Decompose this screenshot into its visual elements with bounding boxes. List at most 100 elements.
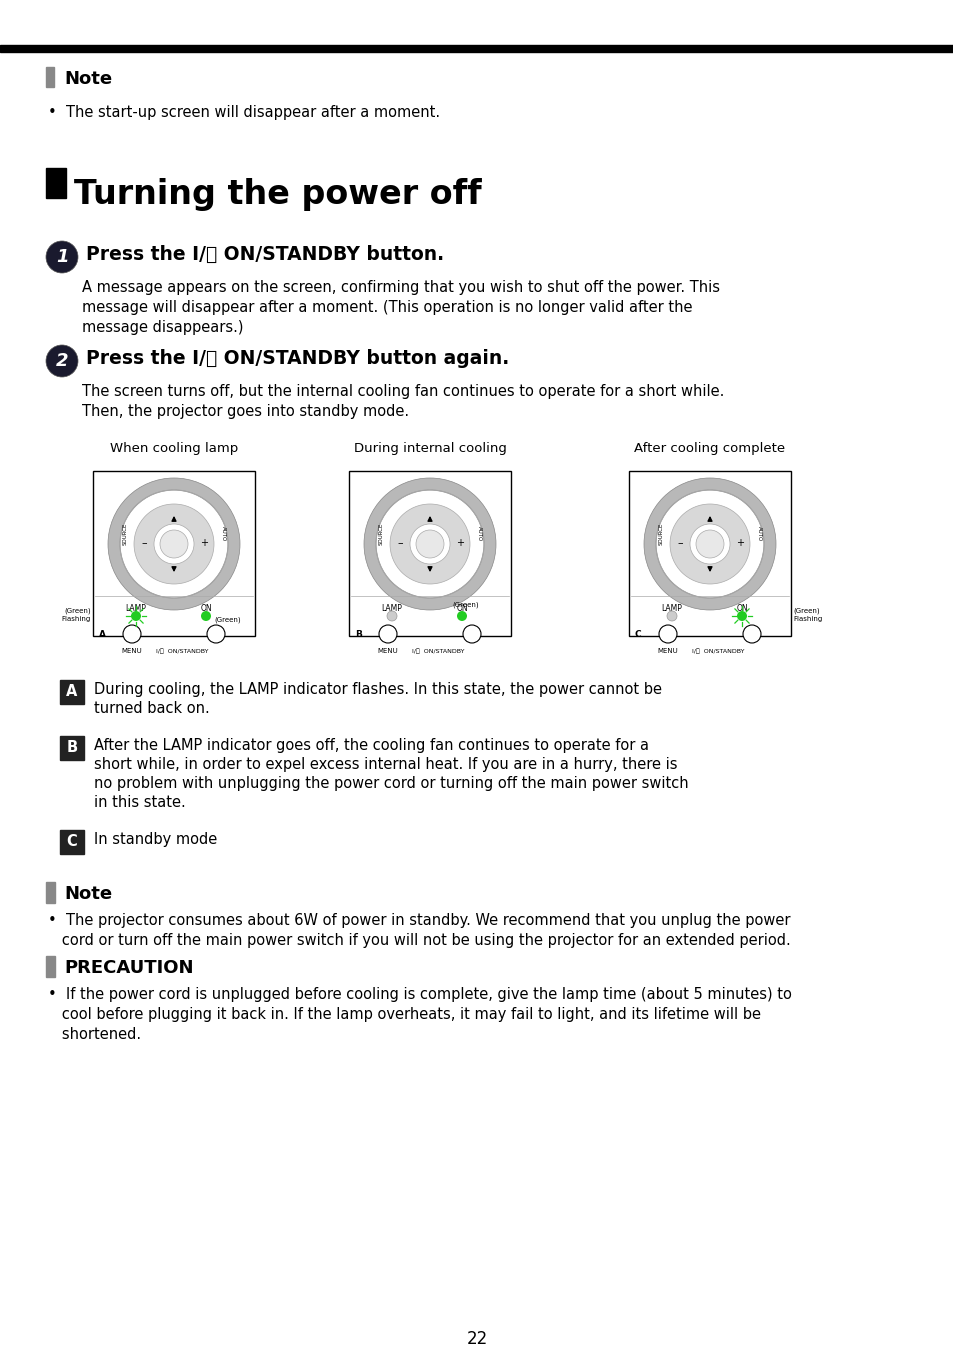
Text: I/⏻  ON/STANDBY: I/⏻ ON/STANDBY <box>412 648 464 653</box>
Bar <box>46 956 55 977</box>
Circle shape <box>656 489 763 598</box>
Circle shape <box>416 530 443 558</box>
Bar <box>92 470 254 635</box>
Circle shape <box>375 489 483 598</box>
Text: shortened.: shortened. <box>48 1028 141 1042</box>
Text: (Green): (Green) <box>213 617 240 623</box>
Circle shape <box>153 525 193 564</box>
Text: •  The projector consumes about 6W of power in standby. We recommend that you un: • The projector consumes about 6W of pow… <box>48 913 790 927</box>
Circle shape <box>742 625 760 644</box>
Text: ON: ON <box>736 604 747 612</box>
Circle shape <box>643 479 775 610</box>
Text: ON: ON <box>456 604 467 612</box>
Text: cord or turn off the main power switch if you will not be using the projector fo: cord or turn off the main power switch i… <box>48 933 790 948</box>
Bar <box>60 735 84 760</box>
Circle shape <box>207 625 225 644</box>
Text: (Green)
Flashing: (Green) Flashing <box>792 608 821 622</box>
Text: PRECAUTION: PRECAUTION <box>64 959 193 977</box>
Text: –: – <box>677 538 682 548</box>
Text: AUTO: AUTO <box>476 526 481 542</box>
Text: The screen turns off, but the internal cooling fan continues to operate for a sh: The screen turns off, but the internal c… <box>82 384 723 399</box>
Text: During internal cooling: During internal cooling <box>354 442 506 456</box>
Circle shape <box>689 525 729 564</box>
Text: Then, the projector goes into standby mode.: Then, the projector goes into standby mo… <box>82 404 409 419</box>
Circle shape <box>108 479 240 610</box>
Text: Turning the power off: Turning the power off <box>74 178 481 211</box>
Text: A: A <box>99 630 106 639</box>
Circle shape <box>456 611 467 621</box>
Text: A: A <box>67 684 77 699</box>
Circle shape <box>387 611 396 621</box>
Text: message will disappear after a moment. (This operation is no longer valid after : message will disappear after a moment. (… <box>82 300 692 315</box>
Text: After cooling complete: After cooling complete <box>634 442 784 456</box>
Text: LAMP: LAMP <box>126 604 146 612</box>
Circle shape <box>462 625 480 644</box>
Text: SOURCE: SOURCE <box>658 523 662 545</box>
Text: C: C <box>67 834 77 849</box>
Text: MENU: MENU <box>121 648 142 654</box>
Circle shape <box>131 611 141 621</box>
Circle shape <box>133 504 213 584</box>
Text: cool before plugging it back in. If the lamp overheats, it may fail to light, an: cool before plugging it back in. If the … <box>48 1007 760 1022</box>
Text: (Green): (Green) <box>452 602 478 608</box>
Circle shape <box>669 504 749 584</box>
Text: Press the I/⏻ ON/STANDBY button again.: Press the I/⏻ ON/STANDBY button again. <box>86 349 509 368</box>
Circle shape <box>390 504 470 584</box>
Text: +: + <box>735 538 743 548</box>
Circle shape <box>120 489 228 598</box>
Text: Note: Note <box>64 886 112 903</box>
Text: AUTO: AUTO <box>220 526 225 542</box>
Circle shape <box>410 525 450 564</box>
Text: •  If the power cord is unplugged before cooling is complete, give the lamp time: • If the power cord is unplugged before … <box>48 987 791 1002</box>
Text: C: C <box>635 630 641 639</box>
Bar <box>46 68 54 87</box>
Bar <box>46 168 66 197</box>
Text: +: + <box>456 538 463 548</box>
Circle shape <box>160 530 188 558</box>
Text: –: – <box>141 538 147 548</box>
Text: ON: ON <box>200 604 212 612</box>
Circle shape <box>659 625 677 644</box>
Text: –: – <box>396 538 402 548</box>
Text: 1: 1 <box>55 247 69 266</box>
Text: 2: 2 <box>55 352 69 370</box>
Text: I/⏻  ON/STANDBY: I/⏻ ON/STANDBY <box>691 648 743 653</box>
Text: When cooling lamp: When cooling lamp <box>110 442 238 456</box>
Text: 22: 22 <box>466 1330 487 1348</box>
Text: no problem with unplugging the power cord or turning off the main power switch: no problem with unplugging the power cor… <box>94 776 688 791</box>
Text: B: B <box>355 630 361 639</box>
Text: I/⏻  ON/STANDBY: I/⏻ ON/STANDBY <box>155 648 208 653</box>
Bar <box>0 45 953 51</box>
Text: B: B <box>67 741 77 756</box>
Bar <box>60 680 84 704</box>
Bar <box>46 882 55 903</box>
Text: A message appears on the screen, confirming that you wish to shut off the power.: A message appears on the screen, confirm… <box>82 280 720 295</box>
Text: MENU: MENU <box>657 648 678 654</box>
Text: SOURCE: SOURCE <box>378 523 383 545</box>
Bar <box>349 470 511 635</box>
Text: (Green)
Flashing: (Green) Flashing <box>62 608 91 622</box>
Circle shape <box>364 479 496 610</box>
Text: short while, in order to expel excess internal heat. If you are in a hurry, ther: short while, in order to expel excess in… <box>94 757 677 772</box>
Text: LAMP: LAMP <box>660 604 681 612</box>
Text: SOURCE: SOURCE <box>122 523 128 545</box>
Circle shape <box>123 625 141 644</box>
Bar <box>60 830 84 854</box>
Circle shape <box>696 530 723 558</box>
Circle shape <box>666 611 677 621</box>
Text: +: + <box>200 538 208 548</box>
Text: AUTO: AUTO <box>756 526 760 542</box>
Text: During cooling, the LAMP indicator flashes. In this state, the power cannot be: During cooling, the LAMP indicator flash… <box>94 681 661 698</box>
Text: in this state.: in this state. <box>94 795 186 810</box>
Text: message disappears.): message disappears.) <box>82 320 243 335</box>
Circle shape <box>737 611 746 621</box>
Circle shape <box>46 345 78 377</box>
Circle shape <box>46 241 78 273</box>
Circle shape <box>201 611 211 621</box>
Text: LAMP: LAMP <box>381 604 402 612</box>
Bar <box>628 470 790 635</box>
Circle shape <box>378 625 396 644</box>
Text: Press the I/⏻ ON/STANDBY button.: Press the I/⏻ ON/STANDBY button. <box>86 245 444 264</box>
Text: Note: Note <box>64 70 112 88</box>
Text: MENU: MENU <box>377 648 398 654</box>
